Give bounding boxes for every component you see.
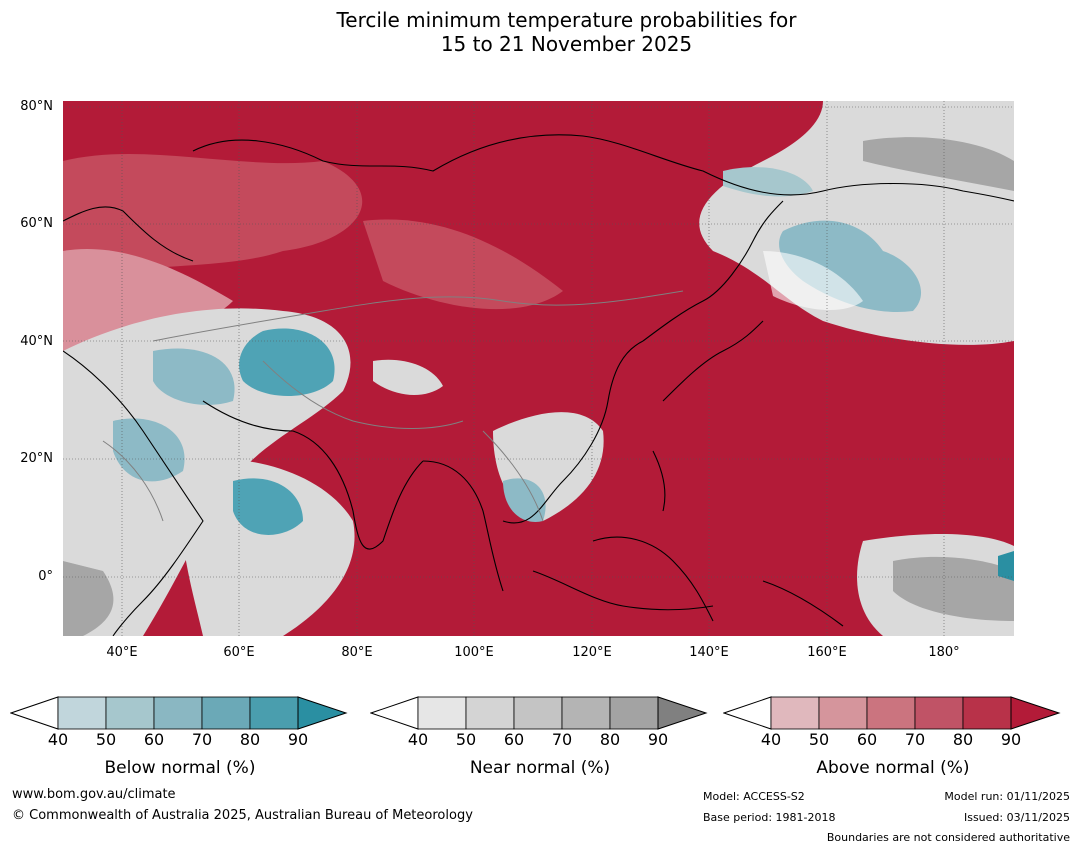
colorbar-tick-label: 50: [455, 730, 477, 749]
near-normal-region-tibet: [373, 359, 443, 396]
model-run-text: Model run: 01/11/2025: [944, 790, 1070, 803]
map-canvas: [63, 101, 1014, 636]
colorbar-segment: [818, 696, 868, 730]
map-title: Tercile minimum temperature probabilitie…: [0, 8, 1081, 56]
colorbar-tick-label: 40: [407, 730, 429, 749]
colorbar-tick-label: 60: [503, 730, 525, 749]
colorbar-left-extension: [723, 696, 772, 730]
colorbar-tick-label: 70: [551, 730, 573, 749]
colorbar-tick-label: 50: [808, 730, 830, 749]
graticule: [63, 101, 1014, 636]
colorbar-tick-label: 80: [599, 730, 621, 749]
colorbar-tick-label: 50: [95, 730, 117, 749]
above-normal-moderate-region-2: [363, 219, 563, 310]
colorbar-below-normal: [10, 696, 348, 730]
colorbar-right-extension: [297, 696, 348, 730]
lat-label-40n: 40°N: [20, 334, 53, 349]
legend-title-near-normal: Near normal (%): [469, 758, 611, 778]
disclaimer-text: Boundaries are not considered authoritat…: [826, 831, 1070, 844]
colorbar-tick-label: 90: [647, 730, 669, 749]
legend-below-normal: Below normal (%) 40 50 60 70 80 90: [10, 695, 350, 785]
colorbar-tick-label: 40: [760, 730, 782, 749]
colorbar-segment: [57, 696, 107, 730]
title-line-1: Tercile minimum temperature probabilitie…: [336, 8, 797, 32]
colorbar-segment: [513, 696, 563, 730]
colorbar-tick-label: 90: [287, 730, 309, 749]
near-normal-dark-region-africa: [63, 561, 114, 636]
colorbar-tick-label: 80: [952, 730, 974, 749]
colorbar-tick-label: 70: [904, 730, 926, 749]
colorbar-segment: [201, 696, 251, 730]
legend-title-above-normal: Above normal (%): [816, 758, 970, 778]
lat-label-80n: 80°N: [20, 99, 53, 114]
below-normal-region-iran: [153, 348, 235, 405]
probability-map: [63, 101, 1014, 636]
colorbar-tick-label: 90: [1000, 730, 1022, 749]
issued-text: Issued: 03/11/2025: [963, 811, 1070, 824]
colorbar-segment: [770, 696, 820, 730]
colorbar-tick-label: 70: [191, 730, 213, 749]
above-normal-moderate-region: [63, 153, 363, 281]
colorbar-tick-label: 60: [143, 730, 165, 749]
colorbar-tick-label: 80: [239, 730, 261, 749]
colorbar-segment: [105, 696, 155, 730]
colorbar-right-extension: [1010, 696, 1061, 730]
colorbar-tick-label: 60: [856, 730, 878, 749]
colorbar-left-extension: [370, 696, 419, 730]
colorbar-segment: [609, 696, 659, 730]
country-borders: [102, 290, 684, 522]
colorbar-segment: [465, 696, 515, 730]
legend-near-normal: Near normal (%) 40 50 60 70 80 90: [370, 695, 710, 785]
near-normal-region-arabian-sea: [180, 458, 355, 636]
copyright-text: © Commonwealth of Australia 2025, Austra…: [12, 808, 473, 823]
lon-label-180: 180°: [928, 645, 960, 660]
base-period-text: Base period: 1981-2018: [703, 811, 836, 824]
lon-label-100e: 100°E: [454, 645, 494, 660]
legend-above-normal: Above normal (%) 40 50 60 70 80 90: [723, 695, 1063, 785]
below-normal-dark-region-pacific: [998, 551, 1014, 581]
colorbar-above-normal: [723, 696, 1061, 730]
title-line-2: 15 to 21 November 2025: [440, 32, 693, 56]
lon-label-120e: 120°E: [572, 645, 612, 660]
legend-title-below-normal: Below normal (%): [104, 758, 256, 778]
lon-label-40e: 40°E: [106, 645, 138, 660]
colorbar-segment: [561, 696, 611, 730]
lat-label-0: 0°: [38, 569, 53, 584]
colorbar-segment: [417, 696, 467, 730]
below-normal-dark-region-central-asia: [239, 328, 335, 396]
colorbar-near-normal: [370, 696, 708, 730]
below-normal-region-indochina: [503, 478, 546, 522]
lon-label-80e: 80°E: [341, 645, 373, 660]
no-dominant-category-region: [763, 251, 863, 311]
colorbar-right-extension: [657, 696, 708, 730]
colorbar-segment: [962, 696, 1012, 730]
colorbar-segment: [249, 696, 299, 730]
colorbar-segment: [914, 696, 964, 730]
colorbar-left-extension: [10, 696, 59, 730]
lat-label-20n: 20°N: [20, 451, 53, 466]
below-normal-region-northeast: [779, 220, 922, 312]
model-text: Model: ACCESS-S2: [703, 790, 805, 803]
lon-label-60e: 60°E: [223, 645, 255, 660]
near-normal-dark-region-pacific: [893, 556, 1014, 621]
below-normal-dark-region-arabian-sea: [233, 478, 303, 535]
website-link[interactable]: www.bom.gov.au/climate: [12, 787, 176, 802]
below-normal-region-siberia: [723, 167, 813, 197]
near-normal-dark-region-arctic: [863, 137, 1014, 191]
lon-label-140e: 140°E: [689, 645, 729, 660]
colorbar-segment: [866, 696, 916, 730]
colorbar-segment: [153, 696, 203, 730]
lat-label-60n: 60°N: [20, 216, 53, 231]
lon-label-160e: 160°E: [807, 645, 847, 660]
coastlines: [63, 134, 1014, 636]
colorbar-tick-label: 40: [47, 730, 69, 749]
